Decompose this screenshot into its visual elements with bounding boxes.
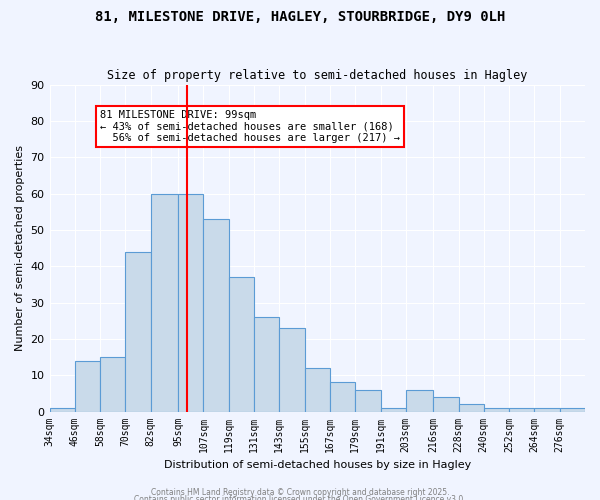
- Text: Contains public sector information licensed under the Open Government Licence v3: Contains public sector information licen…: [134, 496, 466, 500]
- Bar: [484, 408, 509, 412]
- Y-axis label: Number of semi-detached properties: Number of semi-detached properties: [15, 145, 25, 351]
- Text: 81 MILESTONE DRIVE: 99sqm
← 43% of semi-detached houses are smaller (168)
  56% : 81 MILESTONE DRIVE: 99sqm ← 43% of semi-…: [100, 110, 400, 143]
- Bar: [280, 328, 305, 411]
- Bar: [305, 368, 330, 412]
- Bar: [535, 408, 560, 412]
- Text: 81, MILESTONE DRIVE, HAGLEY, STOURBRIDGE, DY9 0LH: 81, MILESTONE DRIVE, HAGLEY, STOURBRIDGE…: [95, 10, 505, 24]
- Bar: [75, 360, 100, 412]
- Bar: [406, 390, 433, 411]
- Bar: [458, 404, 484, 411]
- Bar: [100, 357, 125, 412]
- Bar: [433, 397, 458, 411]
- Bar: [125, 252, 151, 412]
- Bar: [509, 408, 535, 412]
- Bar: [560, 408, 585, 412]
- Title: Size of property relative to semi-detached houses in Hagley: Size of property relative to semi-detach…: [107, 69, 527, 82]
- Bar: [254, 317, 280, 412]
- Bar: [151, 194, 178, 412]
- Bar: [229, 277, 254, 411]
- Bar: [178, 194, 203, 412]
- Bar: [355, 390, 380, 411]
- Bar: [330, 382, 355, 412]
- Bar: [380, 408, 406, 412]
- Bar: [203, 219, 229, 412]
- Text: Contains HM Land Registry data © Crown copyright and database right 2025.: Contains HM Land Registry data © Crown c…: [151, 488, 449, 497]
- Bar: [50, 408, 75, 412]
- X-axis label: Distribution of semi-detached houses by size in Hagley: Distribution of semi-detached houses by …: [164, 460, 471, 470]
